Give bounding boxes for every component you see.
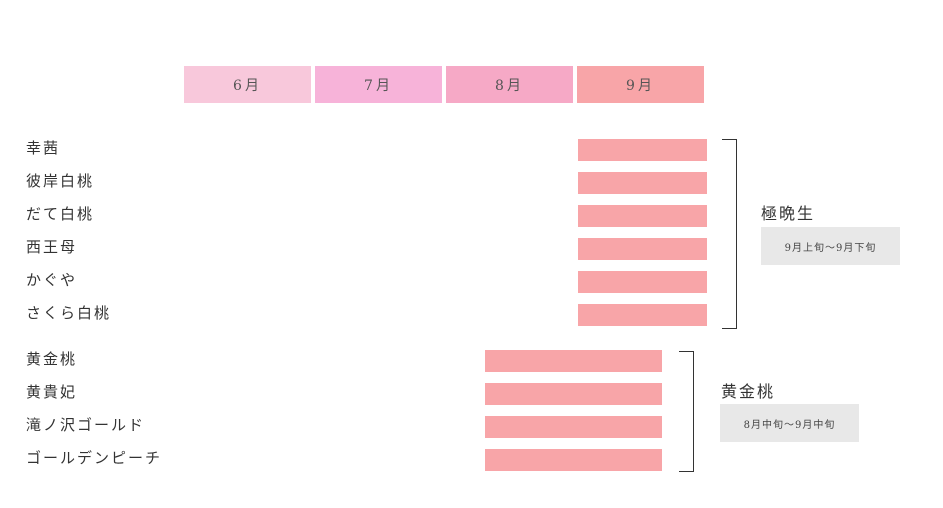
variety-label: 幸茜 bbox=[26, 139, 61, 157]
harvest-bar bbox=[485, 383, 662, 405]
variety-label: かぐや bbox=[26, 271, 78, 289]
variety-label: ゴールデンピーチ bbox=[26, 449, 163, 467]
harvest-bar bbox=[578, 271, 707, 293]
group-period: 9月上旬～9月下旬 bbox=[761, 227, 900, 265]
month-july: 7月 bbox=[315, 66, 442, 103]
variety-label: 彼岸白桃 bbox=[26, 172, 95, 190]
harvest-bar bbox=[578, 139, 707, 161]
harvest-bar bbox=[485, 350, 662, 372]
group-bracket bbox=[679, 351, 694, 472]
month-september: 9月 bbox=[577, 66, 704, 103]
harvest-bar bbox=[485, 449, 662, 471]
harvest-bar bbox=[578, 172, 707, 194]
harvest-bar bbox=[578, 238, 707, 260]
variety-label: 西王母 bbox=[26, 238, 78, 256]
harvest-bar bbox=[578, 205, 707, 227]
group-title: 黄金桃 bbox=[721, 382, 776, 401]
group-title: 極晩生 bbox=[761, 204, 816, 223]
variety-label: 滝ノ沢ゴールド bbox=[26, 416, 146, 434]
harvest-bar bbox=[485, 416, 662, 438]
month-august: 8月 bbox=[446, 66, 573, 103]
variety-label: 黄金桃 bbox=[26, 350, 78, 368]
month-june: 6月 bbox=[184, 66, 311, 103]
variety-label: さくら白桃 bbox=[26, 304, 112, 322]
harvest-bar bbox=[578, 304, 707, 326]
group-period: 8月中旬～9月中旬 bbox=[720, 404, 859, 442]
variety-label: だて白桃 bbox=[26, 205, 95, 223]
group-bracket bbox=[722, 139, 737, 329]
variety-label: 黄貴妃 bbox=[26, 383, 78, 401]
